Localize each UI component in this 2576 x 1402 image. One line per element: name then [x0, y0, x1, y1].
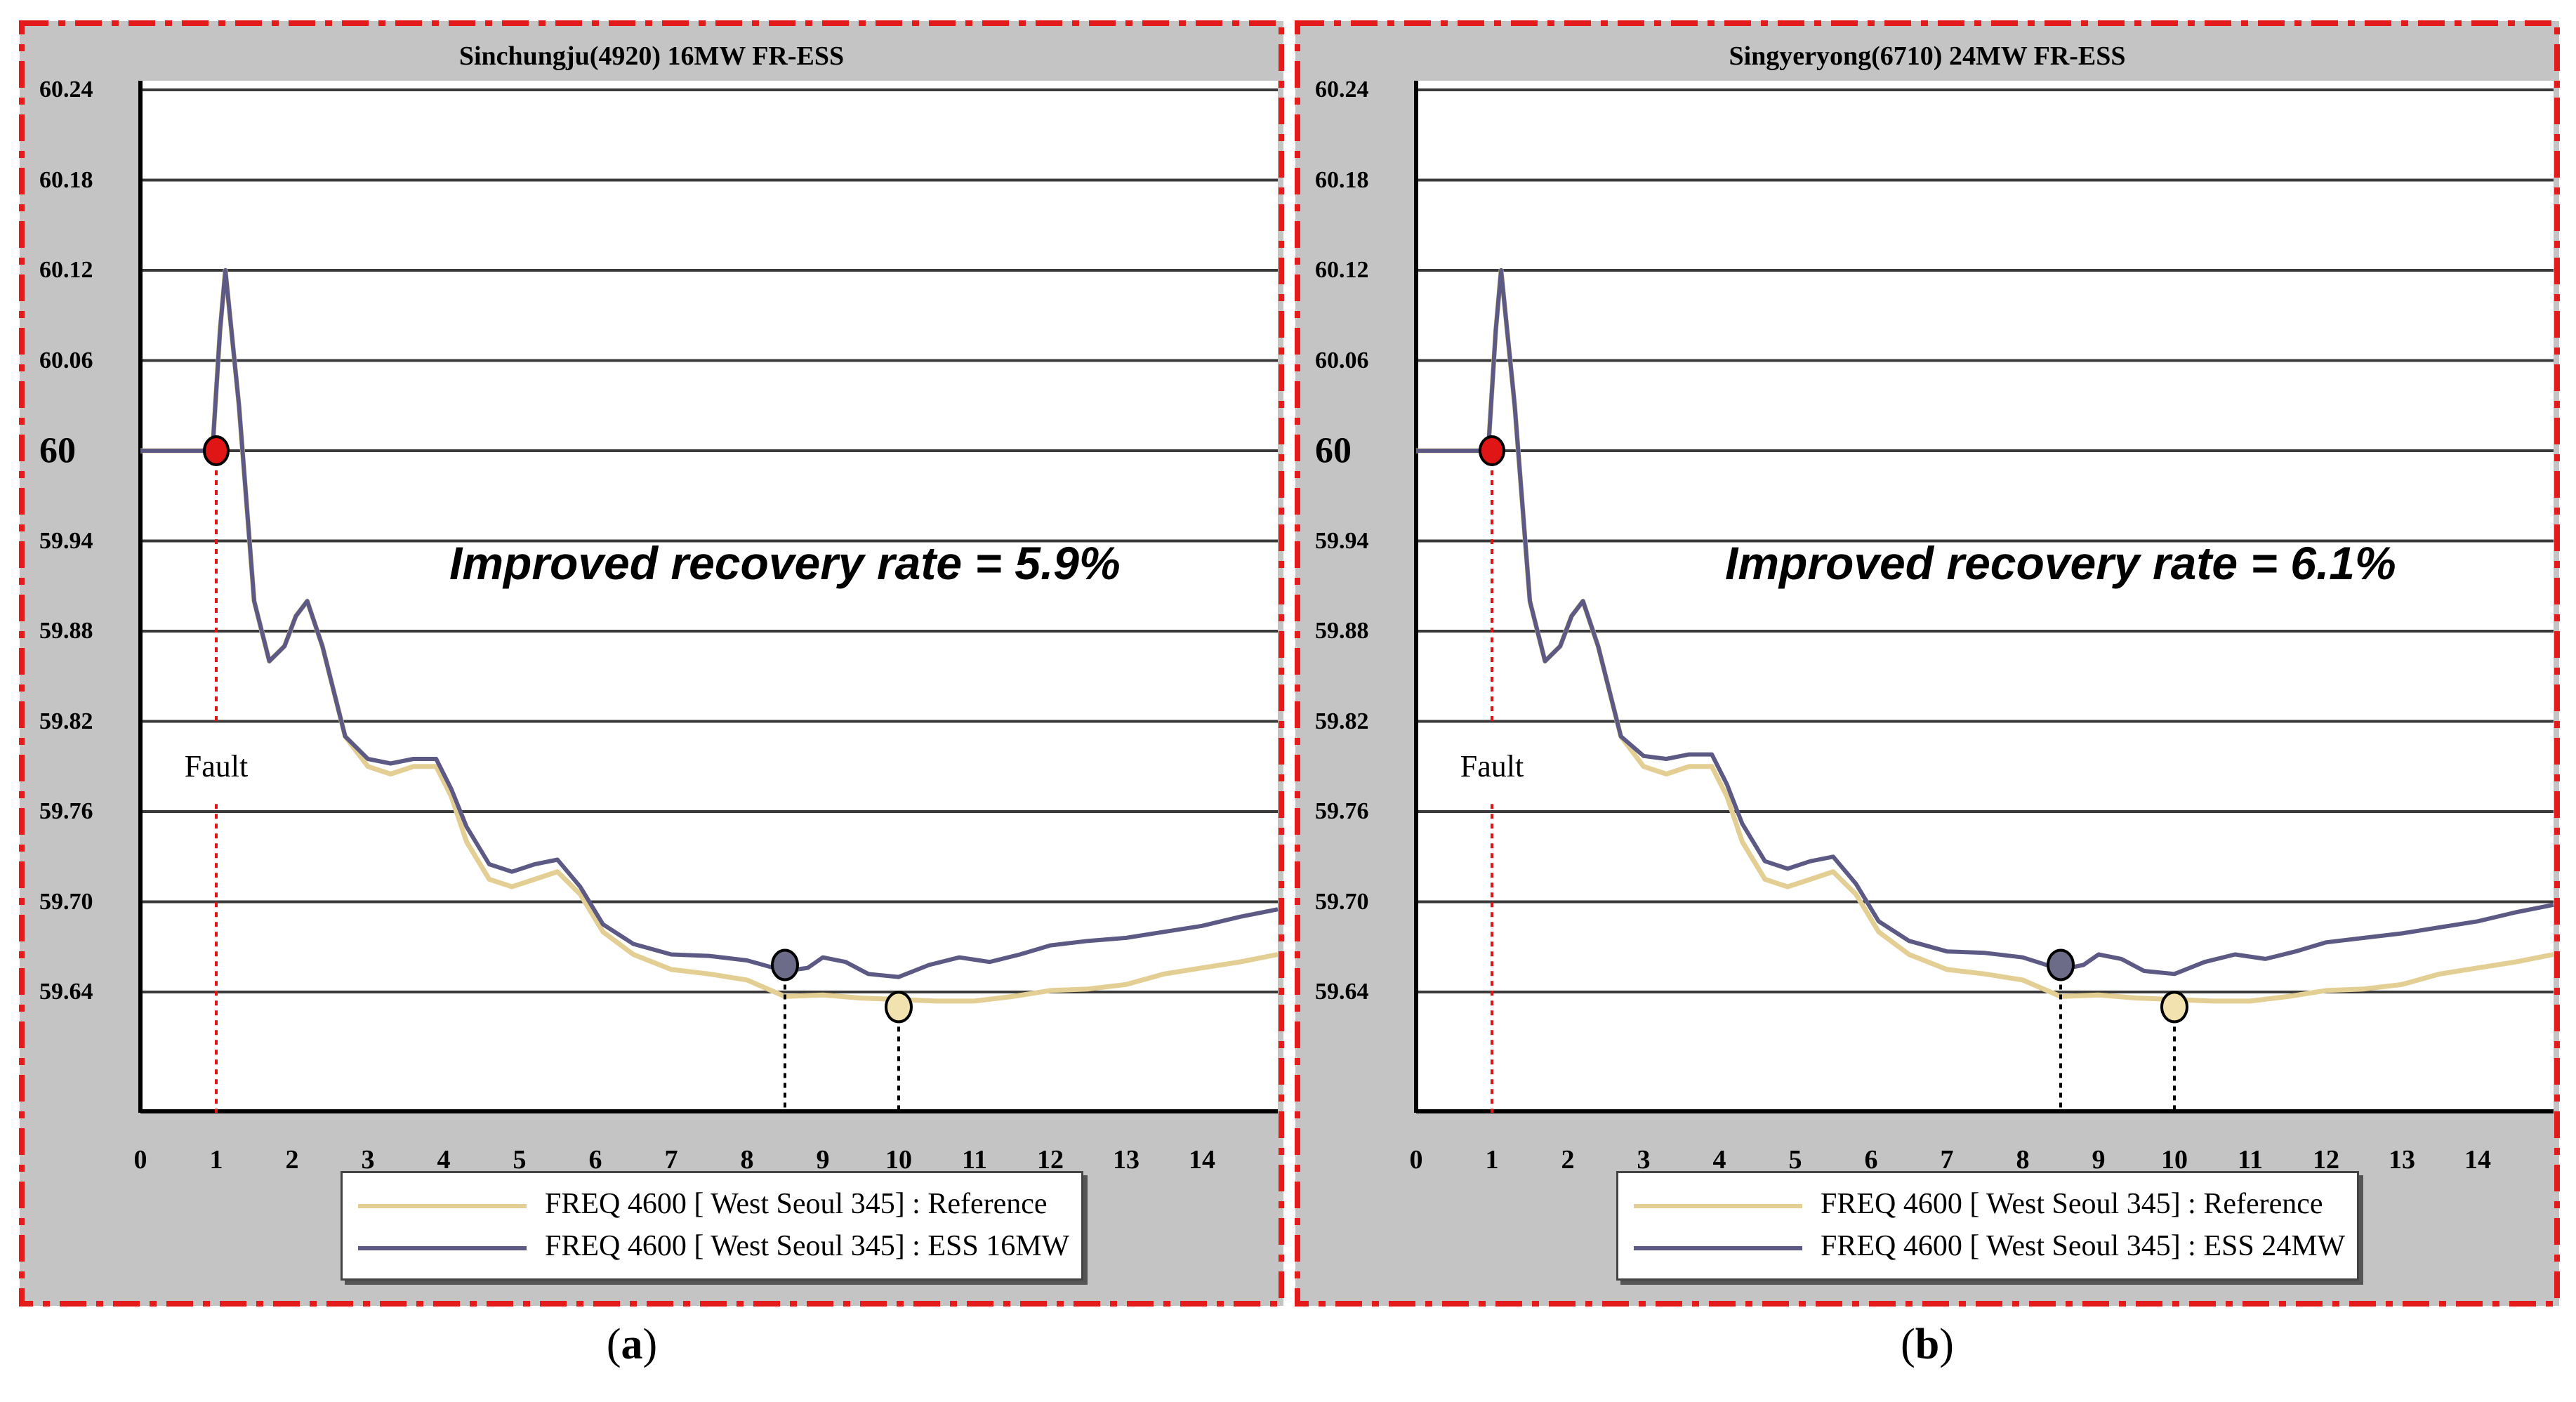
plot-svg: Improved recovery rate = 6.1% Fault: [1414, 81, 2554, 1113]
y-tick-label: 59.88: [39, 618, 93, 644]
legend-label: FREQ 4600 [ West Seoul 345] : Reference: [545, 1188, 1048, 1220]
ess-min-marker: [771, 948, 799, 981]
y-tick-label: 59.76: [39, 798, 93, 824]
x-tick-label: 10: [2161, 1145, 2188, 1175]
legend: FREQ 4600 [ West Seoul 345] : Reference …: [1616, 1171, 2359, 1281]
y-tick-label: 59.70: [39, 889, 93, 915]
x-tick-label: 0: [1409, 1145, 1423, 1175]
chart-panel-b: Singyeryong(6710) 24MW FR-ESS 60.24 60.1…: [1295, 20, 2560, 1307]
x-tick-label: 11: [2238, 1145, 2263, 1175]
plot-svg: Improved recovery rate = 5.9% Fault: [138, 81, 1279, 1113]
chart-title: Sinchungju(4920) 16MW FR-ESS: [458, 41, 845, 71]
series-line-reference: [1416, 267, 2554, 1004]
x-tick-label: 10: [885, 1145, 912, 1175]
x-tick-label: 12: [1037, 1145, 1064, 1175]
recovery-rate-annotation: Improved recovery rate = 6.1%: [1725, 537, 2396, 589]
y-tick-label: 59.88: [1315, 618, 1369, 644]
x-tick-label: 8: [740, 1145, 754, 1175]
legend-item-reference: FREQ 4600 [ West Seoul 345] : Reference: [343, 1183, 1081, 1225]
ess-min-marker: [2047, 948, 2075, 981]
x-tick-label: 0: [133, 1145, 147, 1175]
y-tick-label: 59.82: [39, 708, 93, 734]
y-tick-label: 60.06: [39, 348, 93, 373]
y-tick-label: 60: [39, 430, 76, 471]
x-tick-label: 11: [962, 1145, 987, 1175]
chart-title: Singyeryong(6710) 24MW FR-ESS: [1729, 41, 2126, 71]
fault-point-marker: [203, 435, 230, 466]
x-tick-label: 14: [2464, 1145, 2491, 1175]
x-tick-label: 2: [1561, 1145, 1575, 1175]
fault-point-marker: [1479, 435, 1505, 466]
y-tick-label: 60.18: [1315, 167, 1369, 193]
y-tick-label: 59.82: [1315, 708, 1369, 734]
recovery-rate-annotation: Improved recovery rate = 5.9%: [449, 537, 1121, 589]
legend-swatch-ess: [358, 1246, 527, 1250]
y-tick-label: 60.24: [39, 77, 93, 102]
y-tick-label: 60.12: [1315, 257, 1369, 283]
y-tick-label: 60.18: [39, 167, 93, 193]
reference-min-marker: [2160, 991, 2188, 1024]
plot-area: Improved recovery rate = 5.9% Fault: [138, 81, 1279, 1113]
x-tick-label: 2: [285, 1145, 299, 1175]
legend-label: FREQ 4600 [ West Seoul 345] : ESS 16MW: [545, 1230, 1070, 1262]
legend-swatch-reference: [1634, 1204, 1802, 1208]
x-tick-label: 5: [513, 1145, 527, 1175]
x-tick-label: 3: [1637, 1145, 1651, 1175]
x-tick-label: 14: [1189, 1145, 1215, 1175]
chart-panel-a: Sinchungju(4920) 16MW FR-ESS 60.24 60.18…: [19, 20, 1284, 1307]
x-tick-label: 9: [2092, 1145, 2106, 1175]
legend-item-ess: FREQ 4600 [ West Seoul 345] : ESS 16MW: [343, 1225, 1081, 1267]
x-tick-label: 1: [209, 1145, 223, 1175]
y-tick-label: 60.06: [1315, 348, 1369, 373]
legend-swatch-reference: [358, 1204, 527, 1208]
x-tick-label: 4: [437, 1145, 451, 1175]
x-tick-label: 8: [2016, 1145, 2030, 1175]
legend-item-reference: FREQ 4600 [ West Seoul 345] : Reference: [1618, 1183, 2357, 1225]
y-tick-label: 60.24: [1315, 77, 1369, 102]
series-line-ess: [140, 268, 1279, 979]
reference-min-marker: [885, 991, 913, 1024]
y-tick-label: 60: [1315, 430, 1352, 471]
panel-letter: b: [1915, 1321, 1940, 1368]
panel-label-b: (b): [1901, 1321, 1954, 1368]
x-tick-label: 13: [1113, 1145, 1140, 1175]
fault-label: Fault: [1460, 749, 1524, 783]
y-tick-label: 59.64: [39, 979, 93, 1005]
legend-item-ess: FREQ 4600 [ West Seoul 345] : ESS 24MW: [1618, 1225, 2357, 1267]
x-tick-label: 3: [361, 1145, 375, 1175]
x-tick-label: 13: [2389, 1145, 2415, 1175]
x-tick-label: 12: [2313, 1145, 2339, 1175]
legend-label: FREQ 4600 [ West Seoul 345] : Reference: [1821, 1188, 2323, 1220]
y-tick-label: 60.12: [39, 257, 93, 283]
x-tick-label: 5: [1788, 1145, 1802, 1175]
x-tick-label: 4: [1712, 1145, 1726, 1175]
x-tick-label: 7: [1940, 1145, 1954, 1175]
legend: FREQ 4600 [ West Seoul 345] : Reference …: [341, 1171, 1083, 1281]
y-tick-label: 59.94: [1315, 528, 1369, 554]
x-tick-label: 1: [1485, 1145, 1499, 1175]
panel-label-a: (a): [606, 1321, 658, 1368]
legend-swatch-ess: [1634, 1246, 1802, 1250]
x-tick-label: 6: [588, 1145, 602, 1175]
series-line-reference: [140, 267, 1279, 1004]
y-tick-label: 59.76: [1315, 798, 1369, 824]
plot-area: Improved recovery rate = 6.1% Fault: [1414, 81, 2554, 1113]
x-tick-label: 9: [816, 1145, 830, 1175]
legend-label: FREQ 4600 [ West Seoul 345] : ESS 24MW: [1821, 1230, 2346, 1262]
y-tick-label: 59.70: [1315, 889, 1369, 915]
x-tick-label: 7: [664, 1145, 678, 1175]
y-tick-label: 59.64: [1315, 979, 1369, 1005]
x-tick-label: 6: [1864, 1145, 1878, 1175]
y-tick-label: 59.94: [39, 528, 93, 554]
panel-letter: a: [621, 1321, 643, 1368]
series-line-ess: [1416, 268, 2554, 977]
fault-label: Fault: [185, 749, 248, 783]
